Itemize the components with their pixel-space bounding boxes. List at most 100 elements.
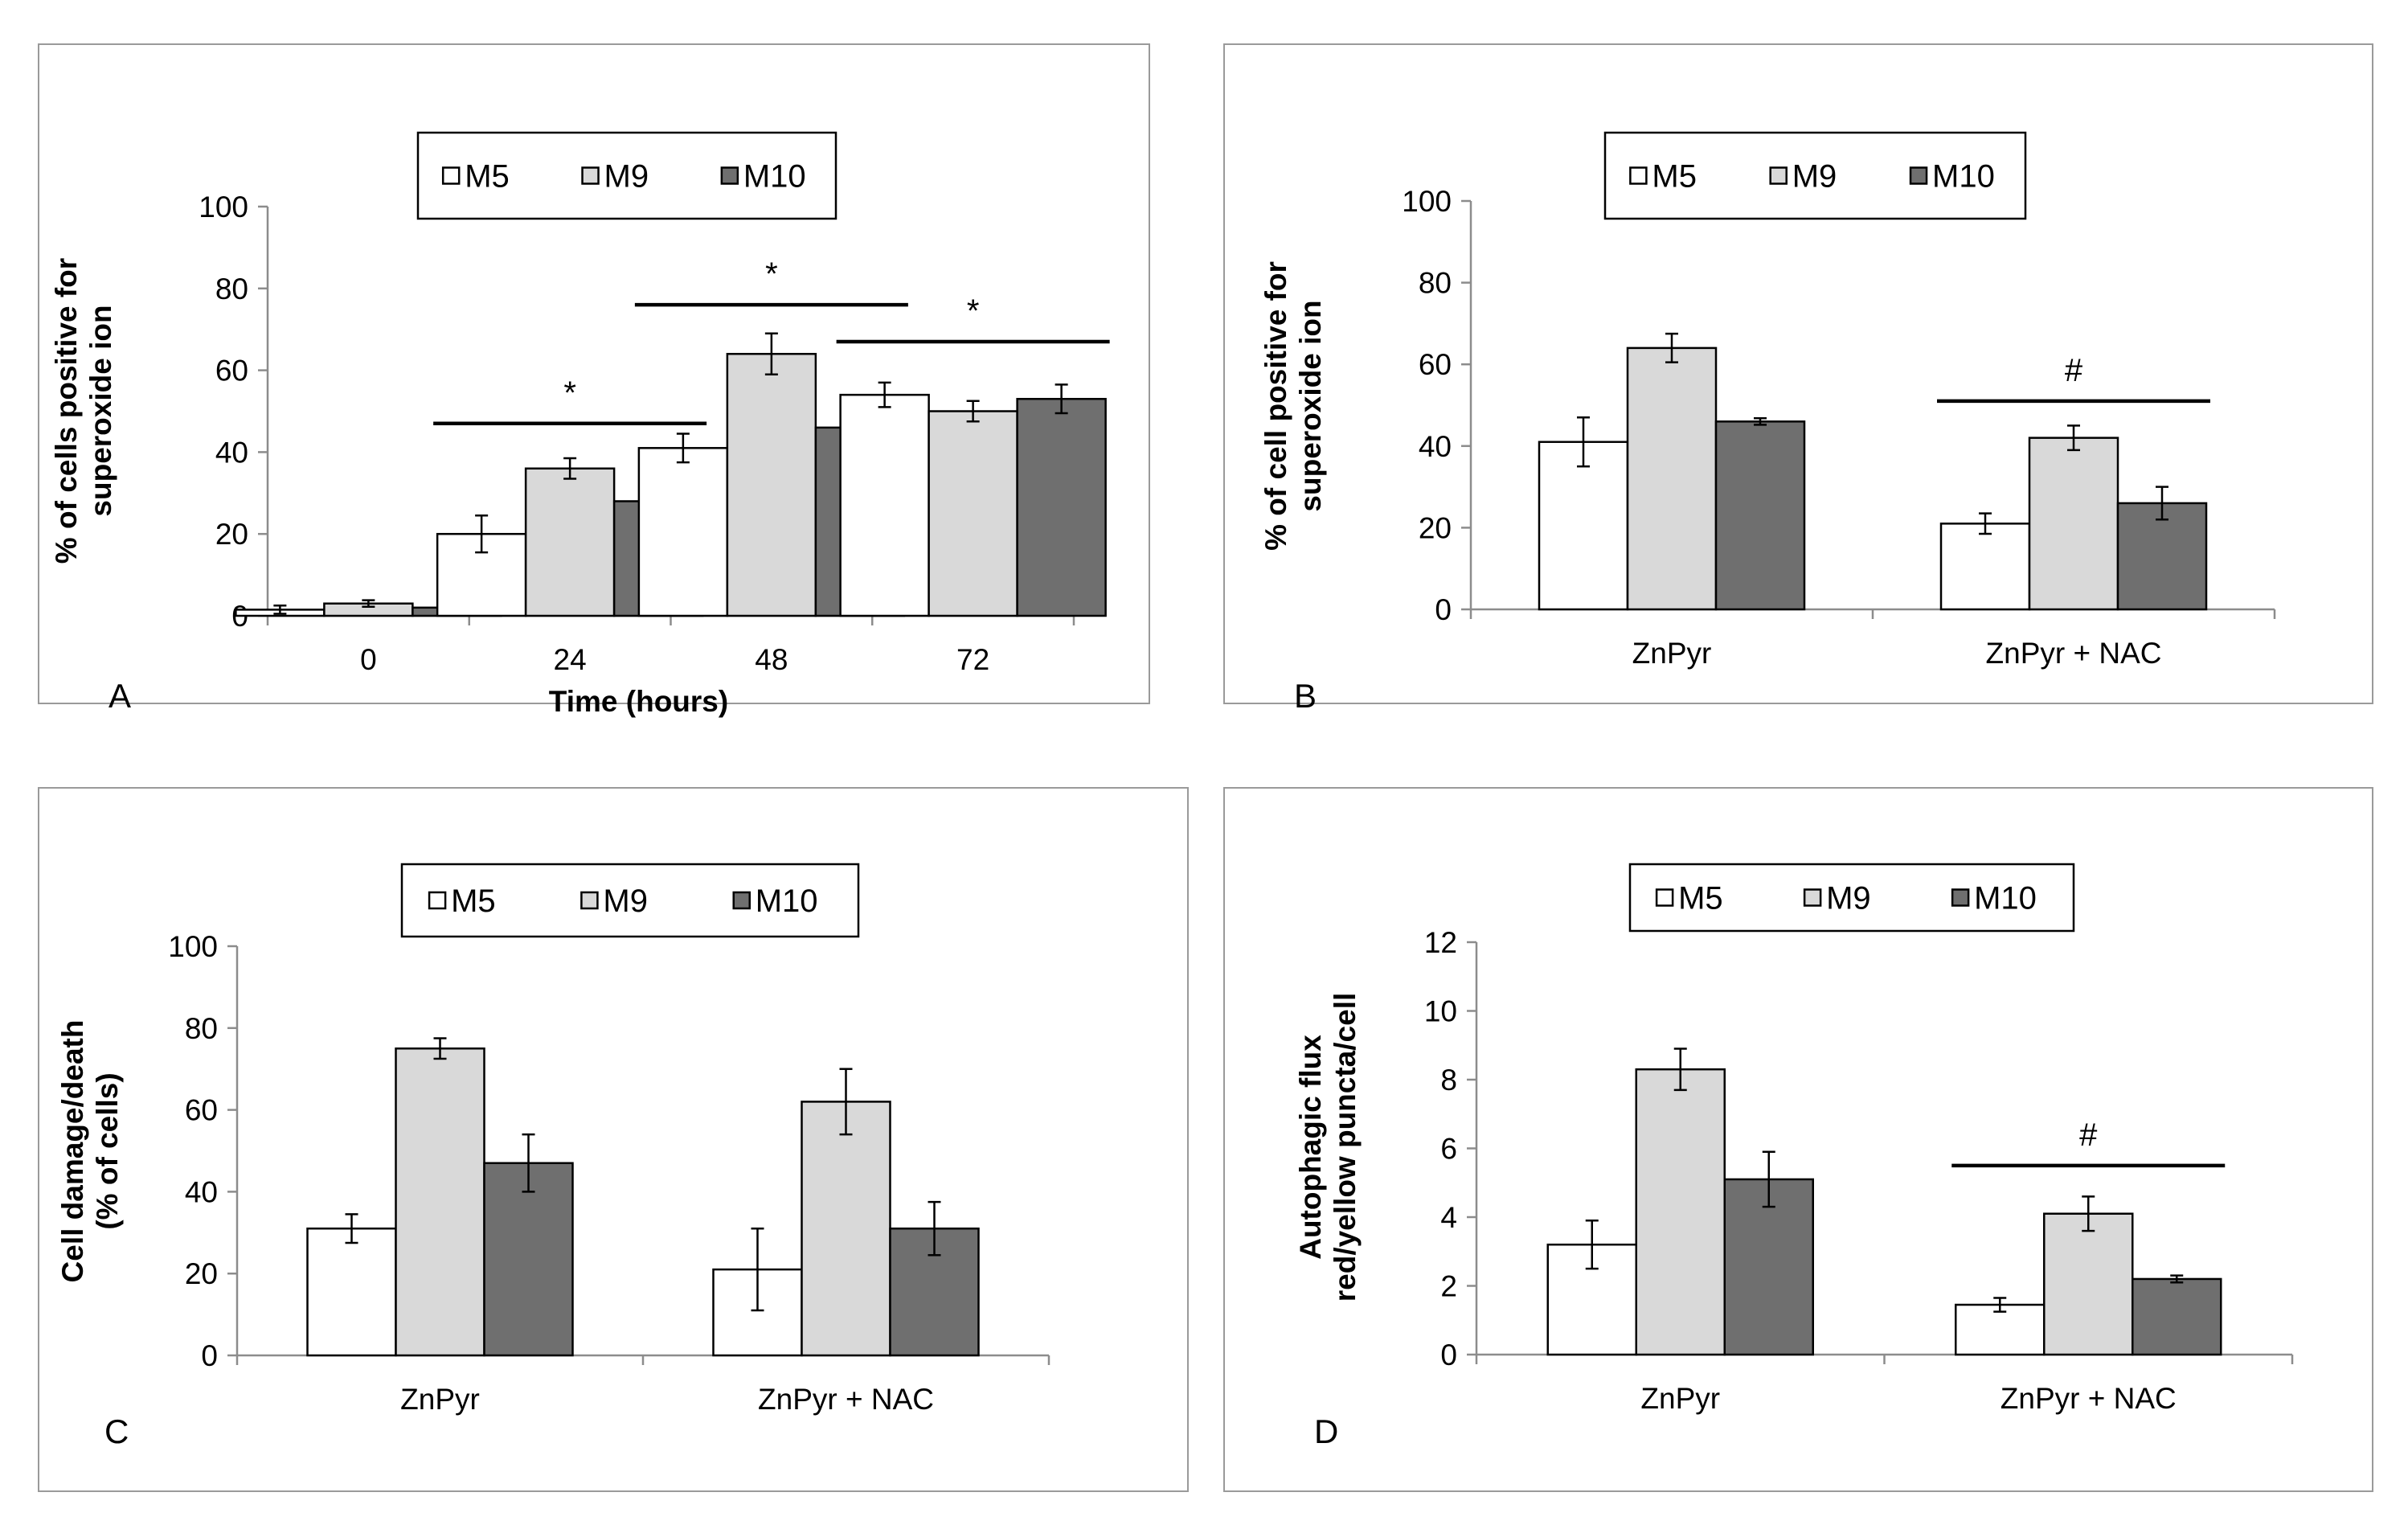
error-bar	[475, 515, 489, 554]
y-tick-label: 40	[1419, 430, 1452, 463]
legend: M5 M9 M10	[416, 131, 837, 220]
error-bar	[1665, 332, 1678, 363]
error-bar	[362, 599, 375, 609]
error-bar	[878, 381, 891, 408]
y-tick-label: 20	[1419, 511, 1452, 544]
legend-label-m9: M9	[603, 883, 648, 919]
legend-label-m10: M10	[1974, 881, 2037, 916]
y-axis-title-line: % of cells positive for	[50, 258, 83, 564]
legend: M5 M9 M10	[400, 863, 860, 938]
y-axis-title-line: Cell damage/death	[56, 1020, 89, 1283]
error-bar	[966, 400, 980, 423]
legend-swatch-m5	[1655, 888, 1674, 907]
x-axis-title: Time (hours)	[549, 685, 728, 718]
legend-swatch-m9	[580, 891, 599, 910]
error-bar	[2067, 424, 2080, 452]
legend: M5 M9 M10	[1603, 131, 2027, 220]
error-bar	[1055, 383, 1068, 415]
y-tick-label: 20	[215, 518, 248, 551]
error-bar	[273, 605, 287, 615]
legend: M5 M9 M10	[1628, 863, 2075, 933]
panel-label: D	[1314, 1412, 1338, 1450]
legend-label-m5: M5	[1652, 159, 1697, 195]
error-bar	[2082, 1195, 2095, 1232]
y-axis-title: % of cells positive forsuperoxide ion	[50, 258, 117, 564]
bar-m5-0	[1538, 441, 1629, 611]
y-tick-label: 60	[1419, 348, 1452, 381]
legend-swatch-m5	[428, 891, 447, 910]
bar-m5-1	[1955, 1303, 2046, 1356]
y-tick-label: 0	[1440, 1339, 1457, 1371]
bar-m5-2	[637, 447, 729, 617]
legend-swatch-m10	[1951, 888, 1970, 907]
legend-swatch-m5	[1629, 166, 1648, 185]
bar-m9-1	[801, 1101, 891, 1357]
x-tick-label: 0	[360, 643, 377, 676]
bar-m9-2	[726, 352, 817, 617]
bar-m9-0	[395, 1047, 485, 1357]
error-bar	[1577, 416, 1590, 468]
legend-label-m9: M9	[1826, 881, 1871, 916]
error-bar	[345, 1213, 358, 1244]
x-tick-label: ZnPyr	[1632, 637, 1712, 670]
legend-box	[1628, 863, 2075, 933]
x-tick-label: 24	[554, 643, 587, 676]
legend-swatch-m10	[1909, 166, 1928, 185]
bar-m9-1	[2028, 437, 2119, 611]
y-tick-label: 80	[185, 1012, 218, 1045]
legend-label-m5: M5	[465, 159, 510, 195]
bar-m9-1	[524, 467, 616, 617]
legend-label-m5: M5	[1678, 881, 1723, 916]
error-bar	[2170, 1274, 2184, 1284]
bar-m5-1	[1939, 523, 2031, 611]
panel-b: 0 20 40 60 80 100 ZnPyr ZnPyr + NAC # M5 M9 M10 % of…	[1223, 43, 2373, 715]
x-tick-label: ZnPyr + NAC	[2001, 1382, 2177, 1415]
x-tick-label: ZnPyr + NAC	[758, 1383, 934, 1416]
legend-swatch-m5	[441, 166, 461, 185]
bar-m9-0	[1626, 346, 1718, 611]
x-tick-label: ZnPyr	[1640, 1382, 1720, 1415]
legend-box	[400, 863, 860, 938]
y-axis-title-line: % of cell positive for	[1259, 261, 1292, 551]
y-tick-label: 20	[185, 1257, 218, 1290]
y-tick-label: 8	[1440, 1064, 1457, 1097]
legend-label-m10: M10	[1932, 159, 1995, 195]
x-tick-label: ZnPyr	[400, 1383, 480, 1416]
legend-box	[416, 131, 837, 220]
bar-m10-0	[483, 1162, 574, 1357]
panel-label: C	[104, 1412, 129, 1450]
significance-marker: *	[967, 293, 980, 329]
panel-label: A	[109, 677, 131, 715]
error-bar	[1762, 1150, 1775, 1208]
y-tick-label: 2	[1440, 1270, 1457, 1303]
legend-swatch-m9	[581, 166, 600, 185]
panel-c: 0 20 40 60 80 100 ZnPyr ZnPyr + NAC M5 M9 M10 Cell …	[38, 787, 1189, 1492]
y-tick-label: 60	[215, 355, 248, 387]
y-tick-label: 100	[168, 930, 218, 963]
y-tick-label: 0	[201, 1339, 218, 1372]
y-axis-title: % of cell positive forsuperoxide ion	[1259, 261, 1327, 551]
error-bar	[676, 433, 690, 464]
legend-label-m9: M9	[1792, 159, 1837, 195]
error-bar	[1754, 417, 1767, 426]
error-bar	[563, 457, 577, 480]
y-tick-label: 0	[1435, 593, 1452, 626]
error-bar	[839, 1068, 853, 1136]
error-bar	[928, 1200, 941, 1257]
legend-box	[1603, 131, 2027, 220]
y-tick-label: 80	[1419, 267, 1452, 300]
error-bar	[1585, 1220, 1599, 1270]
y-tick-label: 4	[1440, 1201, 1457, 1234]
significance-marker: #	[2079, 1117, 2098, 1153]
legend-label-m10: M10	[743, 159, 806, 195]
panel-label: B	[1294, 677, 1317, 715]
y-tick-label: 60	[185, 1094, 218, 1127]
y-axis-title-line: red/yellow puncta/cell	[1329, 993, 1362, 1302]
x-tick-label: ZnPyr + NAC	[1986, 637, 2162, 670]
bar-m10-0	[1714, 420, 1806, 611]
error-bar	[751, 1227, 764, 1312]
y-tick-label: 6	[1440, 1133, 1457, 1166]
y-tick-label: 10	[1424, 995, 1457, 1028]
y-axis-title-line: (% of cells)	[91, 1072, 124, 1229]
